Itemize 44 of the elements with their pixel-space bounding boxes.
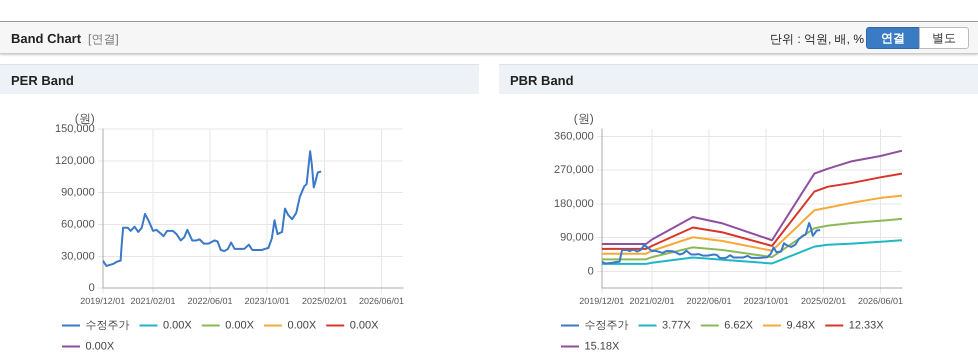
legend-label: 3.77X [662,320,692,332]
chart-title: PER Band [0,64,479,94]
y-tick-label: 180,000 [554,198,594,210]
chart-title: PBR Band [499,64,978,94]
legend-label: 0.00X [350,320,380,332]
y-axis-title: (원) [574,111,594,126]
text: Band Chart [11,31,82,46]
text: 연결 [866,27,920,49]
text: 단위 : 억원, 배, % [770,31,864,48]
y-tick-label: 30,000 [61,250,95,262]
y-tick-label: 0 [588,265,594,278]
legend-label: 수정주가 [584,320,628,332]
y-tick-label: 360,000 [554,130,594,143]
y-tick-label: 0 [88,282,95,294]
x-tick-label: 2023/10/01 [244,296,290,306]
x-tick-label: 2025/02/01 [801,296,846,306]
x-tick-label: 2026/06/01 [358,296,404,306]
x-tick-label: 2019/12/01 [579,296,624,306]
y-tick-label: 120,000 [54,154,95,167]
legend-label: 수정주가 [86,320,130,332]
x-tick-label: 2022/06/01 [187,296,232,306]
y-axis-title: (원) [74,111,95,126]
x-tick-label: 2021/02/01 [130,296,176,306]
y-tick-label: 60,000 [61,218,95,231]
text: [연결] [88,31,119,48]
x-tick-label: 2026/06/01 [858,296,904,306]
y-tick-label: 90,000 [61,186,95,199]
x-tick-label: 2022/06/01 [686,296,732,306]
legend-label: 12.33X [848,320,884,332]
y-tick-label: 90,000 [560,232,594,244]
legend-label: 0.00X [225,320,255,332]
legend-label: 0.00X [86,340,115,353]
legend-label: 6.62X [724,320,754,332]
y-tick-label: 270,000 [554,164,594,176]
x-tick-label: 2021/02/01 [629,296,675,306]
text: 별도 [919,27,969,49]
x-tick-label: 2025/02/01 [302,296,348,306]
x-tick-label: 2019/12/01 [80,296,126,306]
y-tick-label: 150,000 [54,123,95,136]
legend-label: 0.00X [287,320,317,332]
x-tick-label: 2023/10/01 [744,296,789,306]
legend-label: 9.48X [786,320,816,332]
legend-label: 15.18X [584,340,620,353]
legend-label: 0.00X [163,320,192,332]
